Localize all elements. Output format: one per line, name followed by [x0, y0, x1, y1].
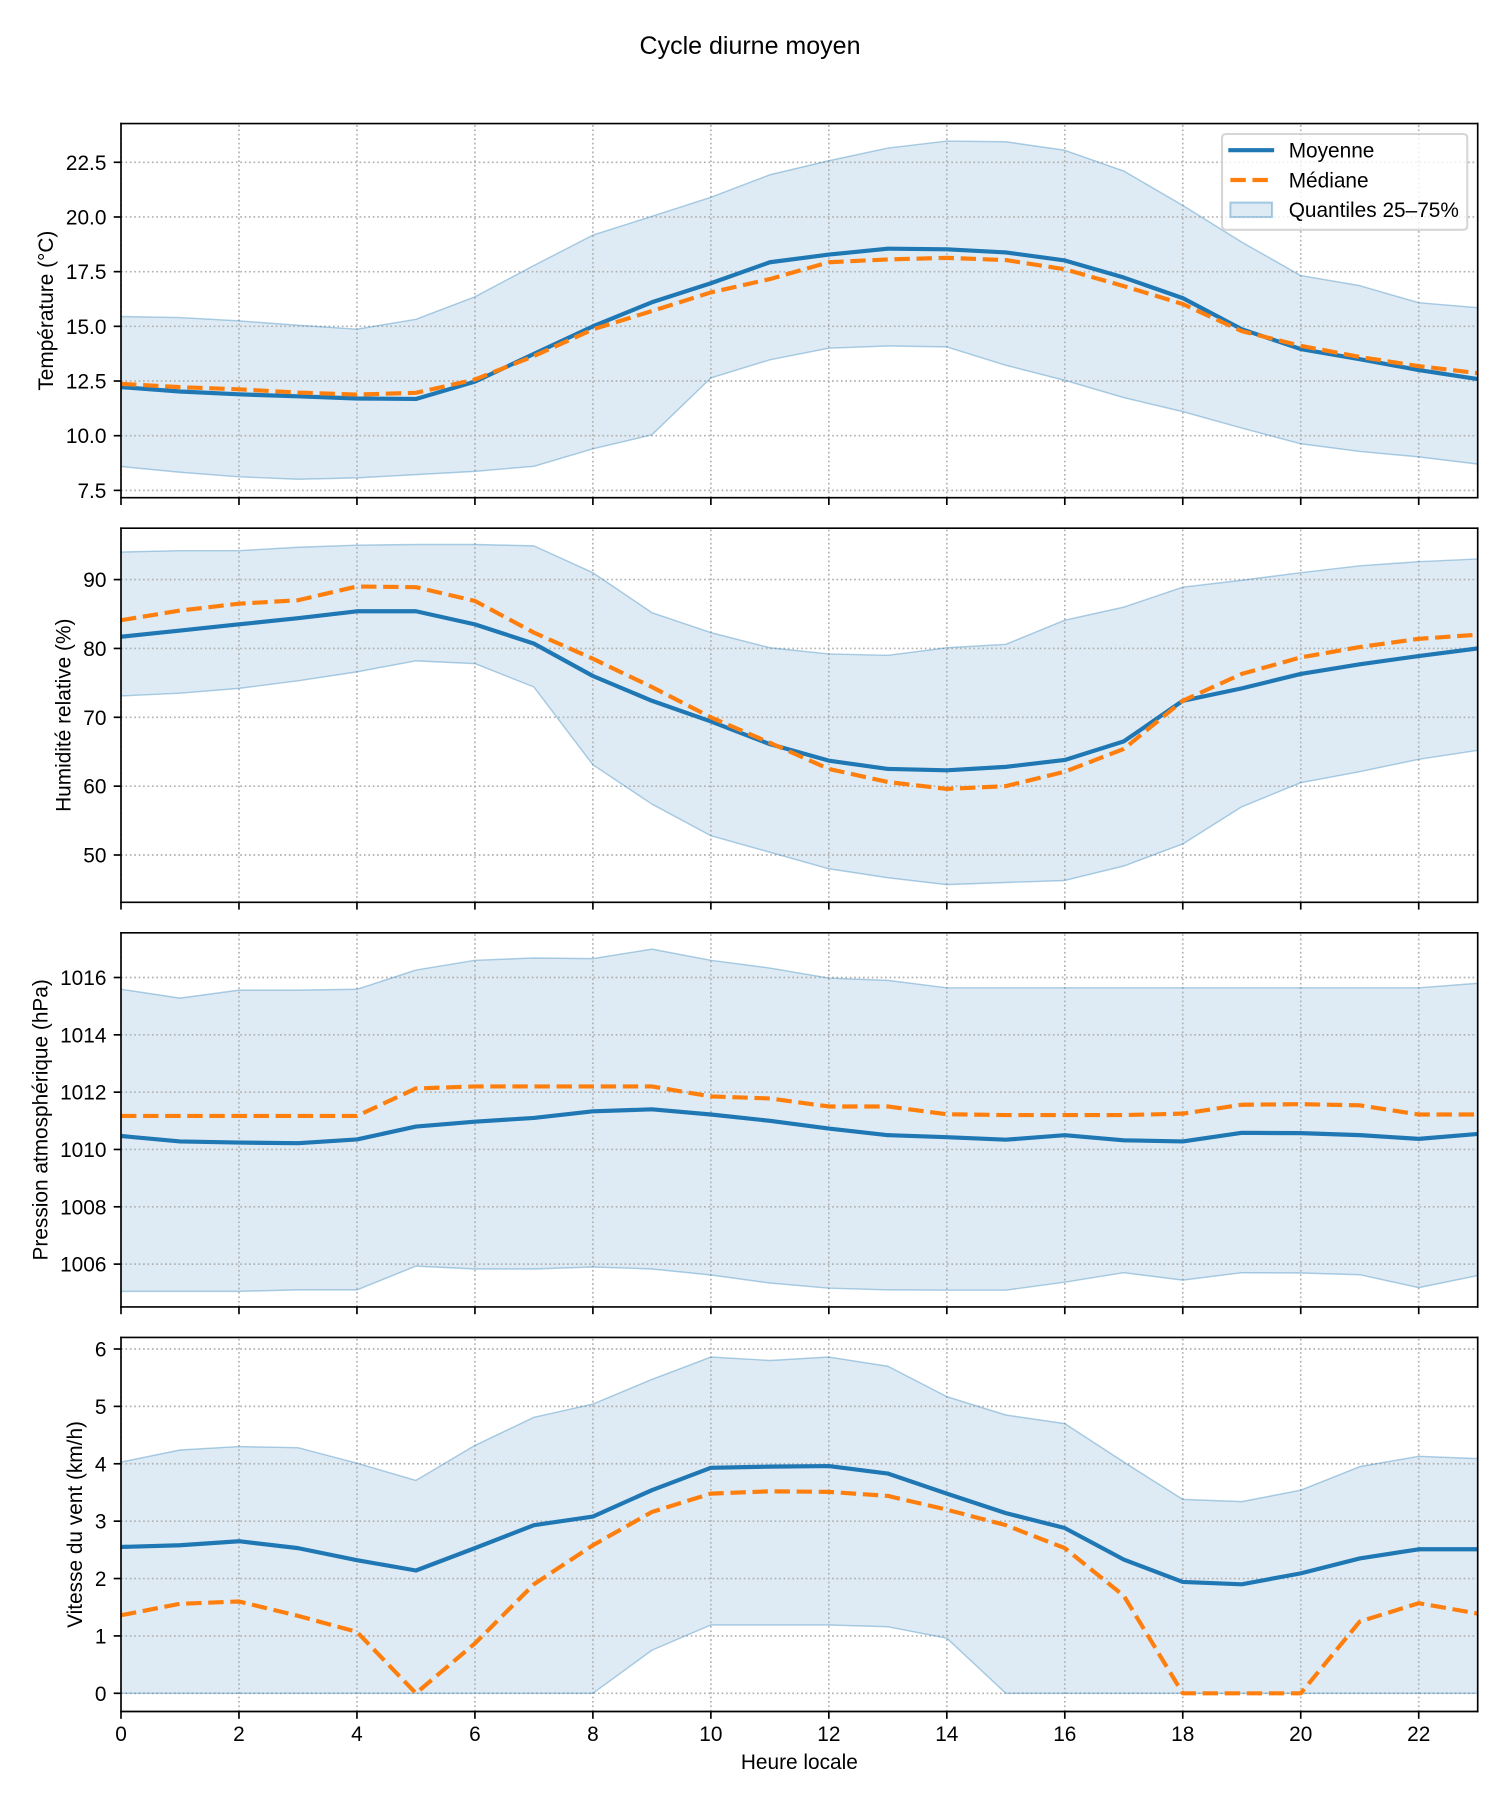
- svg-text:Humidité relative (%): Humidité relative (%): [53, 619, 76, 812]
- svg-text:8: 8: [587, 1723, 599, 1746]
- svg-text:7.5: 7.5: [77, 480, 106, 503]
- svg-text:2: 2: [233, 1723, 245, 1746]
- svg-text:1010: 1010: [60, 1139, 106, 1162]
- svg-text:12.5: 12.5: [66, 371, 107, 394]
- svg-text:14: 14: [935, 1723, 958, 1746]
- svg-text:15.0: 15.0: [66, 316, 107, 339]
- svg-text:60: 60: [83, 776, 106, 799]
- svg-text:0: 0: [115, 1723, 127, 1746]
- svg-text:22: 22: [1407, 1723, 1430, 1746]
- svg-text:12: 12: [817, 1723, 840, 1746]
- svg-text:Température (°C): Température (°C): [35, 231, 58, 391]
- svg-text:Médiane: Médiane: [1289, 169, 1369, 192]
- svg-text:1012: 1012: [60, 1082, 106, 1105]
- svg-text:Heure locale: Heure locale: [741, 1751, 858, 1774]
- svg-text:5: 5: [95, 1396, 107, 1419]
- svg-text:6: 6: [95, 1339, 107, 1362]
- svg-text:Vitesse du vent (km/h): Vitesse du vent (km/h): [64, 1421, 87, 1628]
- svg-text:0: 0: [95, 1683, 107, 1706]
- svg-text:80: 80: [83, 638, 106, 661]
- svg-text:20: 20: [1289, 1723, 1312, 1746]
- svg-text:22.5: 22.5: [66, 152, 107, 175]
- svg-text:4: 4: [95, 1453, 107, 1476]
- svg-text:2: 2: [95, 1568, 107, 1591]
- svg-text:1: 1: [95, 1625, 107, 1648]
- svg-text:10: 10: [699, 1723, 722, 1746]
- svg-text:6: 6: [469, 1723, 481, 1746]
- svg-text:10.0: 10.0: [66, 425, 107, 448]
- svg-text:Moyenne: Moyenne: [1289, 139, 1375, 162]
- svg-text:90: 90: [83, 569, 106, 592]
- svg-text:1016: 1016: [60, 967, 106, 990]
- svg-text:17.5: 17.5: [66, 261, 107, 284]
- svg-text:Quantiles 25–75%: Quantiles 25–75%: [1289, 199, 1459, 222]
- svg-text:Cycle diurne moyen: Cycle diurne moyen: [640, 32, 861, 60]
- svg-text:1008: 1008: [60, 1196, 106, 1219]
- svg-text:16: 16: [1053, 1723, 1076, 1746]
- svg-text:1006: 1006: [60, 1254, 106, 1277]
- svg-text:50: 50: [83, 845, 106, 868]
- svg-text:4: 4: [351, 1723, 363, 1746]
- svg-text:Pression atmosphérique (hPa): Pression atmosphérique (hPa): [29, 979, 52, 1260]
- svg-text:3: 3: [95, 1511, 107, 1534]
- svg-text:70: 70: [83, 707, 106, 730]
- svg-text:20.0: 20.0: [66, 207, 107, 230]
- svg-text:1014: 1014: [60, 1024, 106, 1047]
- svg-text:18: 18: [1171, 1723, 1194, 1746]
